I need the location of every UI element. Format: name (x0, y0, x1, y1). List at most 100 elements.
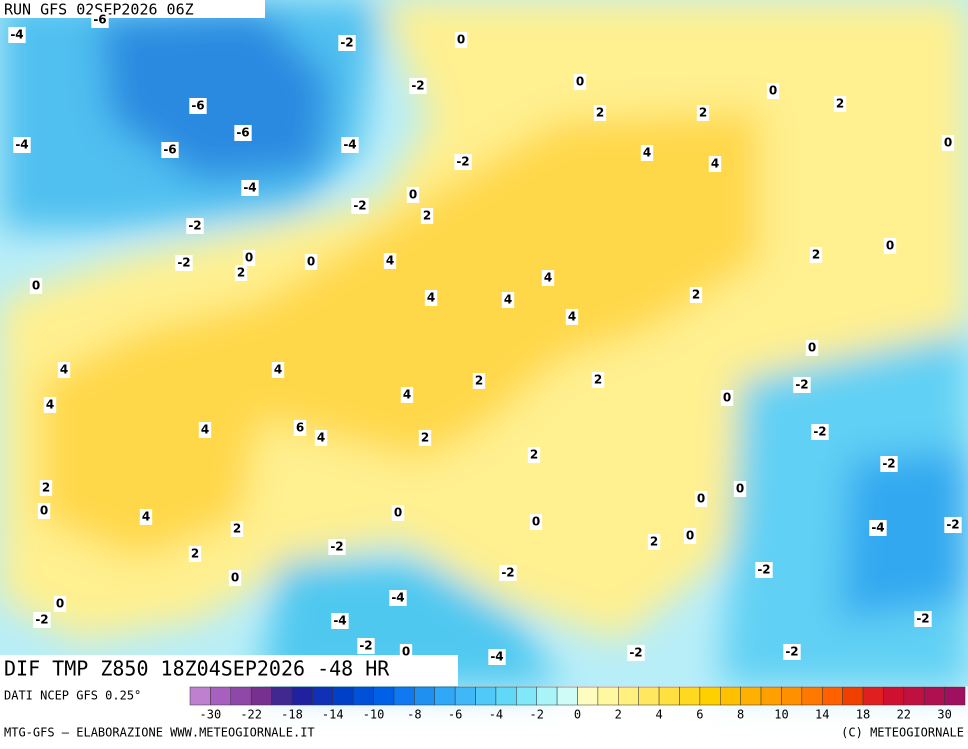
label-box (357, 638, 375, 654)
contour-label: -6 (236, 126, 249, 140)
label-box (189, 98, 207, 114)
colorbar-label: -10 (363, 708, 385, 722)
label-box (593, 105, 607, 121)
contour-label: 4 (711, 157, 719, 171)
label-box (914, 611, 932, 627)
contour-label: 2 (421, 431, 429, 445)
colorbar-label: 30 (937, 708, 951, 722)
contour-label: 0 (457, 33, 465, 47)
label-box (529, 514, 543, 530)
label-box (640, 145, 654, 161)
contour-label: -2 (785, 645, 798, 659)
colorbar-swatch (454, 686, 476, 706)
colorbar-swatch (944, 686, 966, 706)
colorbar-swatch (210, 686, 232, 706)
contour-label: 2 (423, 209, 431, 223)
contour-label: -4 (343, 138, 356, 152)
contour-label: 4 (317, 431, 325, 445)
label-box (383, 253, 397, 269)
contour-label: -2 (629, 646, 642, 660)
contour-label: 0 (56, 597, 64, 611)
contour-label: -4 (490, 650, 503, 664)
colorbar-swatch (821, 686, 843, 706)
colorbar-label: -22 (240, 708, 262, 722)
colorbar-label: 4 (655, 708, 662, 722)
contour-label: 0 (394, 506, 402, 520)
contour-label: 0 (231, 571, 239, 585)
label-box (37, 503, 51, 519)
footer-left: MTG-GFS — ELABORAZIONE WWW.METEOGIORNALE… (4, 726, 315, 740)
colorbar-swatch (434, 686, 456, 706)
colorbar-swatch (638, 686, 660, 706)
contour-label: -4 (10, 28, 23, 42)
contour-label: -2 (795, 378, 808, 392)
label-box (708, 156, 722, 172)
contour-label: -2 (177, 256, 190, 270)
contour-label: 2 (812, 248, 820, 262)
colorbar-label: -6 (448, 708, 462, 722)
colorbar-swatch (760, 686, 782, 706)
contour-label: 2 (475, 374, 483, 388)
colorbar-label: -8 (407, 708, 421, 722)
label-box (488, 649, 506, 665)
contour-label: -2 (359, 639, 372, 653)
contour-label: 6 (296, 421, 304, 435)
label-box (351, 198, 369, 214)
contour-label: -2 (916, 612, 929, 626)
contour-label: -2 (411, 79, 424, 93)
label-box (527, 447, 541, 463)
contour-label: 4 (544, 271, 552, 285)
colorbar-label: 22 (897, 708, 911, 722)
label-box (241, 180, 259, 196)
label-box (454, 154, 472, 170)
contour-label: 4 (403, 388, 411, 402)
contour-label: 4 (386, 254, 394, 268)
label-box (755, 562, 773, 578)
contour-label: -2 (501, 566, 514, 580)
label-box (331, 613, 349, 629)
contour-label: -6 (191, 99, 204, 113)
label-box (809, 247, 823, 263)
header: RUN GFS 02SEP2026 06Z (4, 1, 194, 19)
contour-label: -4 (391, 591, 404, 605)
label-box (341, 137, 359, 153)
label-box (13, 137, 31, 153)
contour-label: 4 (274, 363, 282, 377)
contour-label: -2 (946, 518, 959, 532)
contour-label: 0 (808, 341, 816, 355)
colorbar-label: 2 (615, 708, 622, 722)
label-box (472, 373, 486, 389)
colorbar-swatch (618, 686, 639, 706)
label-box (228, 570, 242, 586)
title: DIF TMP Z850 18Z04SEP2026 -48 HR (4, 657, 390, 681)
label-box (198, 422, 212, 438)
label-box (400, 387, 414, 403)
contour-label: 0 (886, 239, 894, 253)
colorbar-swatch (230, 686, 252, 706)
contour-label: 0 (686, 529, 694, 543)
label-box (399, 644, 413, 660)
contour-label: -6 (163, 143, 176, 157)
label-box (565, 309, 579, 325)
contour-label: 0 (40, 504, 48, 518)
label-box (883, 238, 897, 254)
contour-label: 2 (237, 266, 245, 280)
contour-label: 4 (504, 293, 512, 307)
contour-label: 0 (769, 84, 777, 98)
label-box (328, 539, 346, 555)
contour-label: -6 (93, 13, 106, 27)
label-box (29, 278, 43, 294)
contour-label: 0 (307, 255, 315, 269)
colorbar-label: -30 (200, 708, 222, 722)
colorbar-swatch (516, 686, 537, 706)
label-box (696, 105, 710, 121)
colorbar-swatch (923, 686, 945, 706)
label-box (501, 292, 515, 308)
contour-label: 0 (402, 645, 410, 659)
contour-label: 4 (201, 423, 209, 437)
colorbar-label: -14 (322, 708, 344, 722)
colorbar-label: -18 (281, 708, 303, 722)
label-box (139, 509, 153, 525)
label-box (418, 430, 432, 446)
